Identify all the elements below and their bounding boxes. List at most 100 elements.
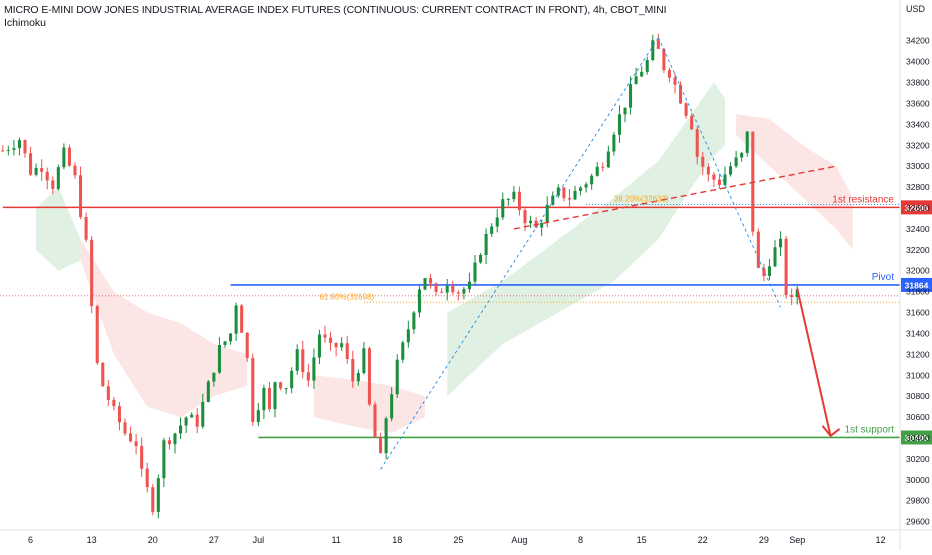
candle-body [440, 291, 444, 293]
price-tick-16: 32800 [906, 182, 930, 192]
level-tag-1 [901, 277, 932, 292]
candle-body [201, 402, 205, 427]
candle-body [779, 238, 783, 248]
candle-body [345, 343, 349, 360]
candle-body [117, 406, 121, 423]
candle-body [556, 187, 560, 196]
candle-body [467, 281, 471, 290]
candle-body [651, 40, 655, 60]
candle-body [323, 334, 327, 338]
candle-body [545, 204, 549, 223]
candle-body [356, 373, 360, 382]
candle-body [273, 382, 277, 410]
candle-body [112, 399, 116, 407]
price-tick-0: 29600 [906, 517, 930, 527]
candle-body [312, 357, 316, 381]
candle-body [662, 48, 666, 71]
candle-body [51, 180, 55, 189]
price-tick-10: 31600 [906, 308, 930, 318]
level-tag-value-2: 30405 [905, 433, 929, 443]
candle-body [90, 239, 94, 307]
candle-body [140, 446, 144, 469]
candle-body [484, 233, 488, 256]
candle-body [240, 305, 244, 333]
time-tick-2: 20 [148, 535, 158, 545]
candle-body [795, 289, 799, 297]
candle-body [712, 174, 716, 180]
candle-body [490, 226, 494, 234]
candle-body [267, 387, 271, 410]
chart-title: MICRO E-MINI DOW JONES INDUSTRIAL AVERAG… [4, 4, 667, 16]
price-tick-7: 31000 [906, 370, 930, 380]
candle-body [40, 168, 44, 172]
candle-body [734, 157, 738, 167]
time-tick-3: 27 [209, 535, 219, 545]
candle-body [217, 344, 221, 373]
candle-body [156, 478, 160, 512]
time-tick-7: 25 [453, 535, 463, 545]
candle-body [456, 292, 460, 294]
time-tick-1: 13 [87, 535, 97, 545]
candle-body [379, 437, 383, 454]
candle-body [306, 372, 310, 381]
price-tick-1: 29800 [906, 496, 930, 506]
price-tick-4: 30400 [906, 433, 930, 443]
candle-body [584, 184, 588, 188]
candle-body [17, 140, 21, 149]
candle-body [401, 342, 405, 360]
candle-body [279, 382, 283, 389]
price-tick-6: 30800 [906, 391, 930, 401]
candle-body [123, 422, 127, 434]
candle-body [784, 238, 788, 296]
price-tick-17: 33000 [906, 161, 930, 171]
candle-body [334, 342, 338, 348]
candle-body [517, 191, 521, 211]
candle-body [540, 222, 544, 228]
candle-body [12, 148, 16, 150]
candle-body [617, 114, 621, 135]
candle-body [290, 370, 294, 389]
candle-body [790, 295, 794, 297]
candle-body [23, 140, 27, 154]
candle-body [173, 433, 177, 445]
candle-body [623, 107, 627, 115]
candle-body [262, 387, 266, 411]
candle-body [523, 210, 527, 224]
candle-body [134, 441, 138, 447]
candle-body [340, 343, 344, 348]
level-tag-2 [901, 430, 932, 445]
candle-body [690, 115, 694, 130]
candle-body [479, 255, 483, 263]
candle-body [29, 153, 33, 175]
indicator-name[interactable]: Ichimoku [4, 17, 47, 29]
candle-body [473, 262, 477, 282]
candle-body [579, 187, 583, 191]
time-tick-4: Jul [253, 535, 265, 545]
price-tick-19: 33400 [906, 119, 930, 129]
candle-body [723, 174, 727, 185]
trend-line-2 [513, 165, 837, 230]
candle-body [56, 167, 60, 189]
time-tick-9: 8 [578, 535, 583, 545]
candle-body [462, 289, 466, 294]
time-tick-14: 12 [876, 535, 886, 545]
candle-body [373, 404, 377, 438]
candle-body [506, 199, 510, 201]
candle-body [1, 150, 5, 152]
candle-body [434, 283, 438, 292]
time-tick-6: 18 [392, 535, 402, 545]
candle-body [367, 348, 371, 405]
candle-body [84, 216, 88, 240]
candle-body [67, 147, 71, 166]
candle-body [629, 84, 633, 108]
candle-body [495, 217, 499, 227]
price-tick-2: 30000 [906, 475, 930, 485]
price-axis[interactable]: 32606 31864 30405 29600 29800 30000 30200 30400… [899, 0, 932, 550]
time-axis[interactable]: 6 13 20 27 Jul 11 18 25 Aug 8 15 22 29 Sep 12 [0, 529, 932, 545]
candle-body [529, 220, 533, 224]
candle-body [740, 152, 744, 158]
price-tick-9: 31400 [906, 328, 930, 338]
trend-line-1 [657, 37, 781, 308]
